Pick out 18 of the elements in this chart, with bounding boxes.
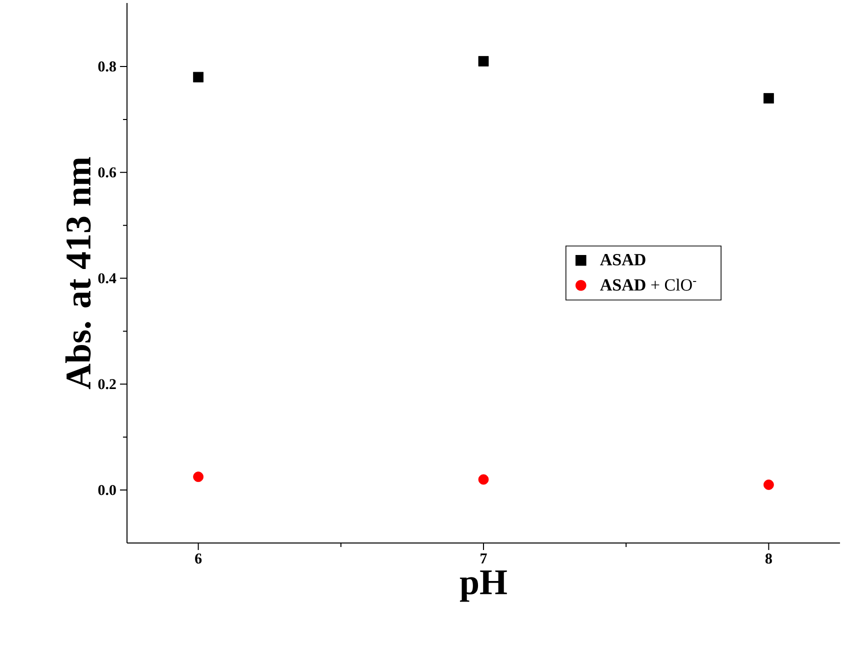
x-tick-label: 6 (195, 554, 202, 564)
legend-label: ASAD + ClO$^{-}$ (600, 278, 696, 291)
x-axis-title: pH (460, 570, 507, 602)
legend-label: ASAD (600, 254, 646, 266)
y-tick-label: 0.8 (98, 61, 116, 72)
y-axis-title: Abs. at 413 nm (65, 157, 91, 390)
y-tick-label: 0.6 (98, 167, 116, 178)
point (478, 56, 489, 66)
y-tick-label: 0.0 (98, 484, 116, 496)
point (193, 72, 204, 82)
x-tick-label: 8 (765, 554, 772, 564)
y-tick-label: 0.2 (98, 379, 116, 390)
point (763, 93, 774, 104)
point (478, 474, 489, 485)
x-tick-label: 7 (480, 554, 487, 564)
point (193, 472, 204, 482)
y-tick-label: 0.4 (98, 273, 116, 284)
point (763, 480, 774, 490)
